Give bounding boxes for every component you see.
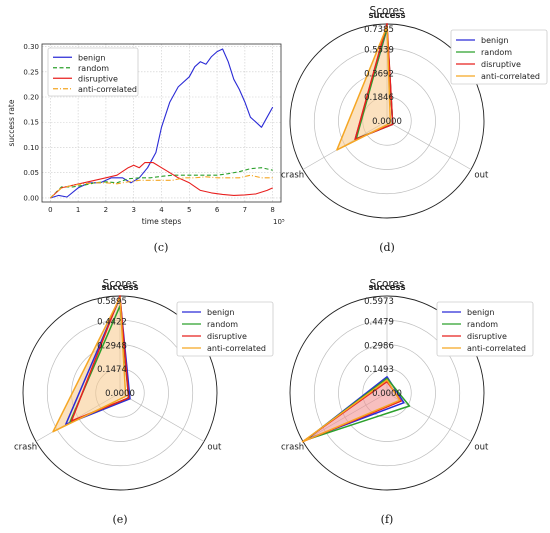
x-tick-label: 8: [270, 206, 274, 214]
axis-label-out: out: [474, 171, 489, 181]
legend-label-anti-correlated: anti-correlated: [207, 344, 266, 353]
axis-label-crash: crash: [281, 443, 304, 453]
legend-label-anti-correlated: anti-correlated: [78, 85, 137, 94]
x-axis-label: time steps: [142, 217, 182, 226]
legend-label-random: random: [207, 320, 238, 329]
axis-label-success: success: [368, 283, 405, 293]
axis-label-out: out: [474, 443, 489, 453]
legend-box: [176, 301, 274, 357]
legend-label-random: random: [481, 48, 512, 57]
x-tick-label: 0: [48, 206, 52, 214]
radial-tick-label: 0.0000: [372, 117, 402, 127]
radial-tick-label: 0.5973: [364, 297, 394, 307]
radar-series-anti-correlated: [301, 379, 401, 443]
y-tick-label: 0.05: [23, 169, 39, 177]
x-tick-label: 6: [215, 206, 220, 214]
y-tick-label: 0.15: [23, 119, 39, 127]
series-line-anti-correlated: [49, 174, 273, 199]
radial-tick-label: 0.1846: [364, 93, 394, 103]
x-tick-label: 1: [76, 206, 80, 214]
radial-tick-label: 0.0000: [372, 389, 402, 399]
legend-label-disruptive: disruptive: [467, 332, 507, 341]
legend-label-benign: benign: [78, 53, 105, 62]
axis-label-crash: crash: [14, 443, 37, 453]
plot-frame: [41, 43, 282, 203]
legend-label-benign: benign: [467, 308, 494, 317]
radial-tick-label: 0.2986: [364, 341, 394, 351]
legend-label-disruptive: disruptive: [481, 60, 521, 69]
radial-tick-label: 0.4422: [97, 318, 127, 328]
x-tick-label: 3: [131, 206, 135, 214]
radar-spoke: [386, 120, 472, 170]
legend-box: [47, 47, 139, 97]
series-line-disruptive: [49, 162, 273, 199]
radar-chart-f: 0.0000 0.1493 0.2986 0.4479 0.5973 success cra…: [281, 278, 534, 526]
radial-tick-label: 0.0000: [105, 389, 135, 399]
caption-d: (d): [379, 241, 395, 254]
x-tick-label: 7: [243, 206, 247, 214]
y-tick-label: 0.25: [23, 68, 39, 76]
radial-tick-label: 0.4479: [364, 318, 394, 328]
x-tick-label: 4: [159, 206, 164, 214]
x-tick-label: 5: [187, 206, 191, 214]
legend-box: [436, 301, 534, 357]
y-tick-label: 0.00: [23, 194, 39, 202]
legend-label-random: random: [467, 320, 498, 329]
chart-title: Scores: [370, 5, 405, 17]
legend-label-anti-correlated: anti-correlated: [481, 72, 540, 81]
y-axis-label: success rate: [7, 99, 16, 146]
legend-label-disruptive: disruptive: [207, 332, 247, 341]
chart-title: Scores: [103, 278, 138, 290]
line-chart-c: 0 1 2 3 4 5 6 7 8 0.00 0.05 0.10 0.15 0.20 0.25 0.30 tim…: [7, 43, 285, 254]
caption-f: (f): [381, 513, 394, 526]
x-exponent-label: 10⁵: [273, 218, 285, 226]
radar-fill-anti-correlated: [53, 297, 126, 432]
series-line-random: [49, 167, 273, 199]
legend-label-random: random: [78, 64, 109, 73]
radial-tick-label: 0.2948: [97, 341, 127, 351]
radial-tick-label: 0.1474: [97, 365, 127, 375]
radar-chart-e: 0.0000 0.1474 0.2948 0.4422 0.5895 success cra…: [14, 278, 274, 526]
radar-chart-d: 0.0000 0.1846 0.3692 0.5539 0.7385 success cra…: [281, 5, 548, 254]
radar-spoke: [119, 392, 205, 442]
radar-series-anti-correlated: [336, 25, 392, 151]
radial-tick-label: 0.5895: [97, 297, 127, 307]
caption-e: (e): [112, 513, 127, 526]
radial-tick-label: 0.7385: [364, 25, 394, 35]
axis-label-crash: crash: [281, 171, 304, 181]
radar-fill-disruptive: [302, 381, 402, 442]
radial-tick-label: 0.1493: [364, 365, 394, 375]
y-tick-label: 0.10: [23, 144, 39, 152]
axis-label-success: success: [101, 283, 138, 293]
radial-tick-label: 0.3692: [364, 69, 394, 79]
chart-title: Scores: [370, 278, 405, 290]
y-tick-label: 0.30: [23, 43, 39, 51]
axis-label-success: success: [368, 11, 405, 21]
legend-label-anti-correlated: anti-correlated: [467, 344, 526, 353]
legend-label-benign: benign: [481, 36, 508, 45]
radar-series-anti-correlated: [52, 296, 127, 433]
axis-label-out: out: [207, 443, 222, 453]
x-tick-label: 2: [104, 206, 108, 214]
legend-box: [450, 29, 548, 85]
caption-c: (c): [154, 241, 169, 254]
legend-label-benign: benign: [207, 308, 234, 317]
y-tick-label: 0.20: [23, 94, 39, 102]
radial-tick-label: 0.5539: [364, 46, 394, 56]
legend-label-disruptive: disruptive: [78, 74, 118, 83]
